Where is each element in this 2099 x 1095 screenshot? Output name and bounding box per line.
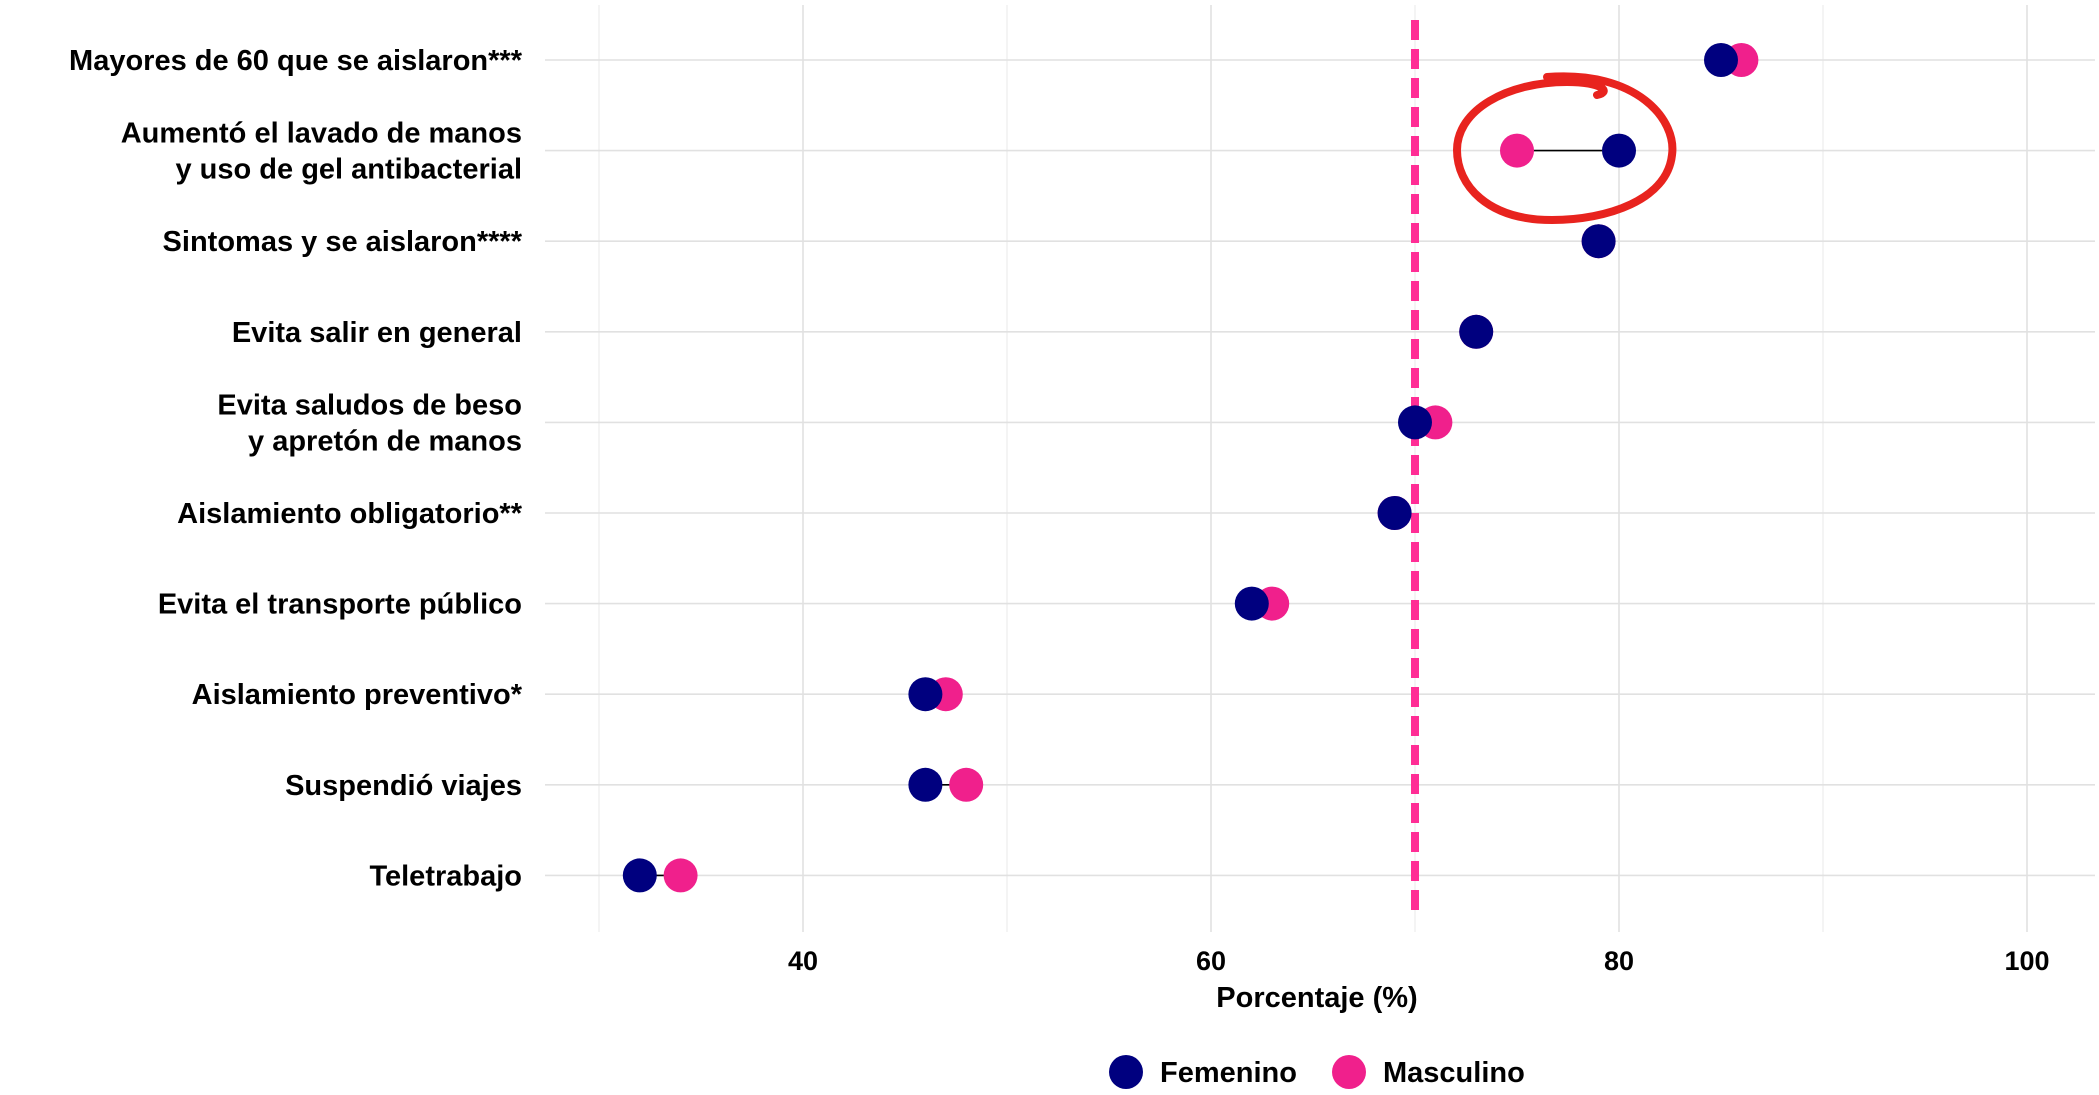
- x-tick-label: 100: [2004, 946, 2049, 976]
- x-tick-label: 80: [1604, 946, 1634, 976]
- highlight-circle-annotation: [1452, 72, 1677, 225]
- category-label: Teletrabajo: [369, 860, 522, 892]
- category-label: Aislamiento preventivo*: [192, 679, 523, 711]
- x-tick-labels: 40 60 80 100: [788, 946, 2050, 976]
- legend-label-masculino: Masculino: [1383, 1057, 1525, 1089]
- grid-lines: [545, 5, 2095, 932]
- legend-swatch-femenino: [1109, 1055, 1143, 1089]
- legend: Femenino Masculino: [1109, 1055, 1525, 1089]
- x-tick-label: 40: [788, 946, 818, 976]
- point-femenino: [1398, 405, 1432, 440]
- point-femenino: [908, 677, 943, 712]
- point-femenino: [1377, 496, 1412, 530]
- point-femenino: [622, 858, 657, 893]
- x-tick-label: 60: [1196, 946, 1226, 976]
- legend-swatch-masculino: [1332, 1055, 1366, 1089]
- category-label: Evita salir en general: [232, 317, 522, 349]
- point-masculino: [663, 858, 698, 893]
- connector-segments: [639, 59, 1742, 877]
- data-points: [622, 43, 1759, 893]
- category-label: Aislamiento obligatorio**: [177, 498, 523, 530]
- x-axis-title: Porcentaje (%): [1216, 982, 1417, 1014]
- category-labels: Mayores de 60 que se aislaron*** Aumentó …: [69, 45, 523, 892]
- point-masculino: [1500, 133, 1534, 168]
- point-femenino: [1581, 224, 1616, 259]
- legend-label-femenino: Femenino: [1160, 1057, 1297, 1089]
- point-femenino: [908, 767, 943, 802]
- category-label: Aumentó el lavado de manos y uso de gel a…: [121, 118, 522, 186]
- point-femenino: [1459, 314, 1494, 349]
- point-femenino: [1234, 586, 1269, 621]
- point-masculino: [949, 767, 984, 802]
- category-label: Evita el transporte público: [158, 589, 522, 621]
- point-femenino: [1704, 43, 1738, 77]
- point-femenino: [1602, 133, 1636, 168]
- category-label: Suspendió viajes: [285, 770, 522, 802]
- category-label: Mayores de 60 que se aislaron***: [69, 45, 523, 77]
- category-label: Evita saludos de beso y apretón de manos: [217, 389, 522, 457]
- category-label: Sintomas y se aislaron****: [163, 226, 523, 258]
- annotation-layer: [1452, 72, 1677, 225]
